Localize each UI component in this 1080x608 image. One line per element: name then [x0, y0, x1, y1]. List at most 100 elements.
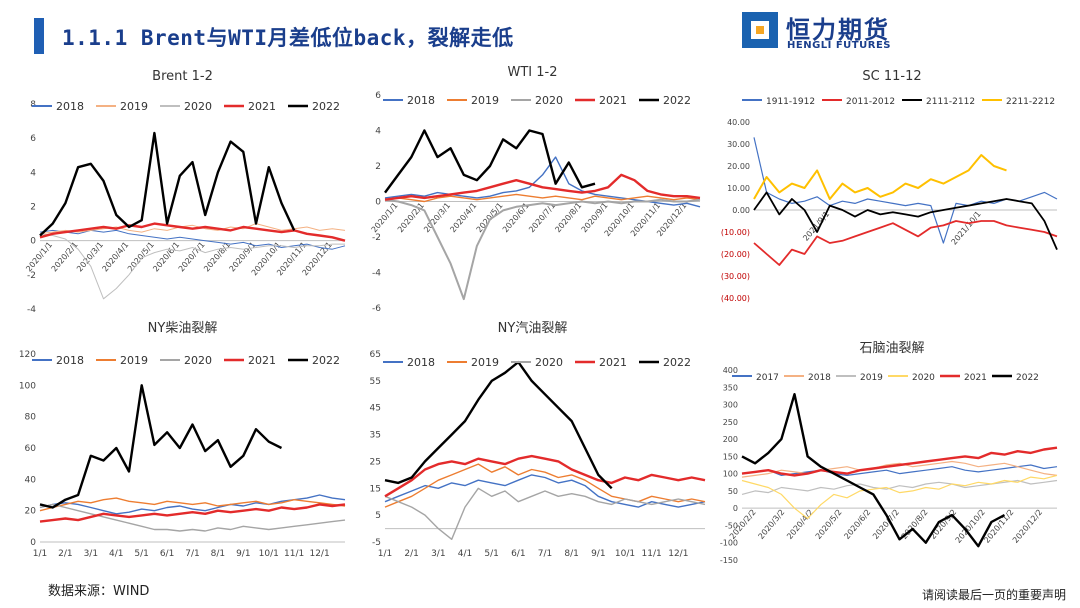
chart-sc-11-12: SC 11-12 40.00 30.00 20.00 10.00 0.00 (10.00) (…: [712, 64, 1072, 314]
legend-label: 2018: [56, 354, 84, 367]
y-tick-label: 80: [25, 413, 37, 423]
y-tick-label: 0.00: [732, 206, 750, 215]
y-tick-label: 40.00: [727, 118, 750, 127]
x-tick-label: 11/1: [284, 549, 304, 558]
y-tick-label: 40: [25, 475, 37, 485]
chart-brent-1-2-svg: Brent 1-286420-2-42020/1/12020/2/12020/3…: [24, 69, 346, 314]
chart-title: Brent 1-2: [152, 69, 213, 84]
x-tick-label: 1/1: [378, 549, 392, 558]
x-tick-label: 9/1: [236, 549, 250, 558]
y-tick-label: 0: [733, 504, 738, 513]
y-tick-label: 15: [370, 484, 381, 494]
x-tick-label: 2/1: [404, 549, 418, 558]
chart-ny-diesel-crack: NY柴油裂解 120 100 80 60 40 20 0 1/1 2/1 3/1 4/1 5/1 6/1 7…: [10, 318, 355, 558]
series-line-2021: [384, 173, 701, 201]
series-line-2017: [741, 464, 1058, 476]
y-tick-label: 25: [370, 457, 381, 467]
x-tick-label: 4/1: [458, 549, 472, 558]
chart-naphtha-crack-svg: 石脑油裂解 400 350 300 250 200 150 100 50 0 -50 -100 -150…: [720, 341, 1058, 565]
x-tick-label: 12/1: [668, 549, 688, 558]
legend-label: 2019: [471, 94, 499, 107]
x-tick-label: 8/1: [211, 549, 225, 558]
logo-english-name: HENGLI FUTURES: [787, 40, 891, 51]
legend-label: 2018: [407, 94, 435, 107]
legend-label: 2021: [248, 100, 276, 113]
series-line-2019: [741, 479, 1058, 495]
series-line-2019: [39, 497, 346, 512]
series-line-2021: [39, 503, 346, 523]
y-tick-label: 35: [370, 431, 381, 441]
chart-ny-diesel-crack-svg: NY柴油裂解 120 100 80 60 40 20 01/1 2/1 3/1 4/1 5/1 6/1 7…: [19, 321, 346, 558]
y-tick-label: 200: [723, 435, 738, 444]
x-tick-label: 2020/5/2: [814, 508, 844, 541]
x-tick-label: 2/1: [58, 549, 72, 558]
series-line-2022: [384, 129, 596, 194]
legend-label: 2111-2112: [926, 97, 975, 107]
x-tick-label: 10/1: [259, 549, 279, 558]
x-tick-label: 5/1: [484, 549, 498, 558]
chart-title: SC 11-12: [862, 69, 921, 84]
series-line-2018: [384, 474, 706, 508]
y-tick-label: 5: [375, 511, 381, 521]
series-line-2020: [384, 198, 701, 301]
x-tick-label: 2020/12/2: [1011, 508, 1044, 545]
x-tick-label: 7/1: [538, 549, 552, 558]
y-tick-label: -6: [372, 304, 381, 314]
series-line-2022: [741, 393, 1006, 548]
title-accent-bar: [34, 18, 44, 54]
y-tick-label: 45: [370, 404, 381, 414]
y-tick-label: 6: [375, 91, 381, 101]
x-tick-label: 8/1: [564, 549, 578, 558]
y-tick-label: -150: [720, 556, 738, 565]
chart-wti-1-2-svg: WTI 1-26420-2-4-62020/1/12020/2/12020/3/…: [370, 65, 701, 314]
y-tick-label: (40.00): [721, 294, 750, 303]
x-tick-label: 5/1: [134, 549, 148, 558]
x-tick-label: 2020/3/1: [422, 201, 452, 234]
y-tick-label: (10.00): [721, 228, 750, 237]
y-tick-label: 350: [723, 383, 738, 392]
legend-label: 2019: [120, 100, 148, 113]
legend-label: 2020: [912, 373, 935, 383]
x-tick-label: 7/1: [185, 549, 199, 558]
series-line-2018: [741, 460, 1058, 478]
legend-label: 2018: [808, 373, 831, 383]
series-line-2020: [39, 233, 345, 300]
series-line-2211-2212: [753, 154, 1007, 200]
x-tick-label: 2020/7/1: [527, 201, 557, 234]
y-tick-label: -4: [372, 269, 381, 279]
y-tick-label: -4: [27, 305, 36, 314]
legend-label: 2021: [599, 356, 627, 369]
chart-title: NY汽油裂解: [498, 321, 568, 336]
series-line-2111-2112: [753, 191, 1058, 250]
y-tick-label: 0: [30, 538, 36, 548]
chart-naphtha-crack: 石脑油裂解 400 350 300 250 200 150 100 50 0 -50 -100 -150…: [712, 338, 1072, 570]
x-tick-label: 1/1: [33, 549, 47, 558]
legend-label: 2021: [964, 373, 987, 383]
y-tick-label: -2: [372, 233, 381, 243]
legend-label: 2022: [312, 100, 340, 113]
y-tick-label: 60: [25, 444, 37, 454]
chart-wti-1-2: WTI 1-2 6 4 2 0 -2 -4 -6 2020/1/1 2020/2/1 2020/3/…: [355, 60, 710, 314]
y-tick-label: 300: [723, 401, 738, 410]
x-tick-label: 2020/5/1: [475, 201, 505, 234]
legend-label: 2011-2012: [846, 97, 895, 107]
chart-brent-1-2: Brent 1-286420-2-42020/1/12020/2/12020/3…: [10, 64, 355, 314]
y-tick-label: (30.00): [721, 272, 750, 281]
series-line-2022: [39, 131, 296, 237]
legend-label: 2022: [312, 354, 340, 367]
chart-title: NY柴油裂解: [148, 321, 218, 336]
series-line-2020: [741, 474, 1058, 520]
chart-ny-gasoline-crack-svg: NY汽油裂解 65 55 45 35 25 15 5 -51/1 2/1 3/1 4/1 5/1 6/1 7…: [370, 321, 706, 558]
chart-title: 石脑油裂解: [859, 341, 924, 356]
y-tick-label: 4: [375, 127, 381, 137]
x-tick-label: 3/1: [84, 549, 98, 558]
page-title: 1.1.1 Brent与WTI月差低位back，裂解走低: [62, 26, 514, 50]
x-tick-label: 9/1: [591, 549, 605, 558]
legend-label: 2020: [184, 354, 212, 367]
x-tick-label: 2020/4/1: [448, 201, 478, 234]
legend-label: 2020: [535, 356, 563, 369]
y-tick-label: 400: [723, 366, 738, 375]
x-tick-label: 3/1: [431, 549, 445, 558]
y-tick-label: 20.00: [727, 162, 750, 171]
y-tick-label: -2: [27, 271, 36, 281]
